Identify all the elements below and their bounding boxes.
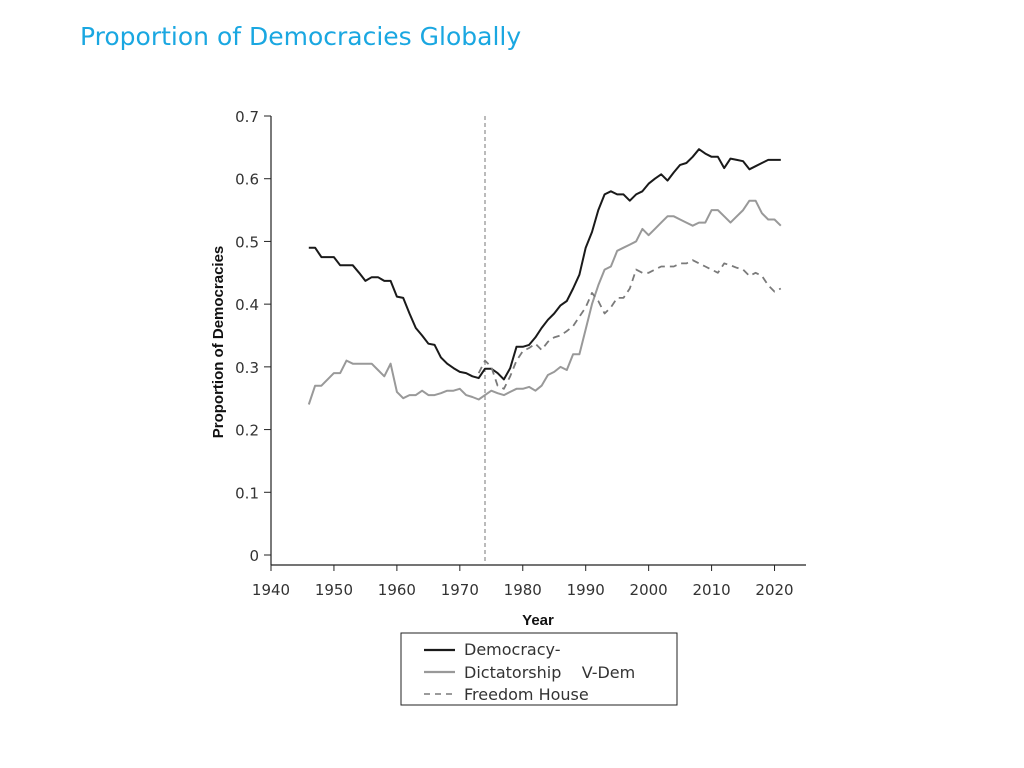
x-tick-label: 1940 (252, 581, 290, 599)
x-tick-label: 2020 (755, 581, 793, 599)
x-tick-label: 2000 (630, 581, 668, 599)
y-tick-label: 0 (249, 547, 259, 565)
y-tick-label: 0.2 (235, 422, 259, 440)
axes (270, 116, 806, 566)
series-line-vdem (307, 199, 782, 405)
legend-label-line-2: Dictatorship V-Dem (464, 663, 635, 682)
slide-title: Proportion of Democracies Globally (80, 22, 522, 51)
series-line-freedom-house (477, 259, 782, 390)
legend-box (400, 632, 678, 706)
x-axis-ticks: 1940 1950 1960 1970 1980 1990 2000 2010 2020 (252, 565, 794, 599)
y-tick-label: 0.7 (235, 108, 259, 126)
legend: Democracy- Dictatorship V-Dem Freedom Ho… (400, 632, 678, 706)
series-line-democracy-dictatorship (308, 148, 781, 381)
y-axis-title: Proportion of Democracies (210, 246, 227, 439)
x-tick-label: 1950 (315, 581, 353, 599)
x-tick-label: 1970 (441, 581, 479, 599)
x-tick-label: 1980 (504, 581, 542, 599)
x-tick-label: 2010 (692, 581, 730, 599)
y-tick-label: 0.1 (235, 484, 259, 502)
x-tick-label: 1990 (567, 581, 605, 599)
legend-label-line-3: Freedom House (464, 685, 589, 704)
x-axis-title: Year (522, 612, 554, 629)
series-layer (307, 148, 782, 405)
legend-label-line-1: Democracy- (464, 640, 560, 659)
y-tick-label: 0.6 (235, 171, 259, 189)
x-tick-label: 1960 (378, 581, 416, 599)
y-axis-ticks: 0 0.1 0.2 0.3 0.4 0.5 0.6 0.7 (235, 108, 271, 565)
y-tick-label: 0.4 (235, 296, 259, 314)
y-tick-label: 0.3 (235, 359, 259, 377)
y-tick-label: 0.5 (235, 233, 259, 251)
